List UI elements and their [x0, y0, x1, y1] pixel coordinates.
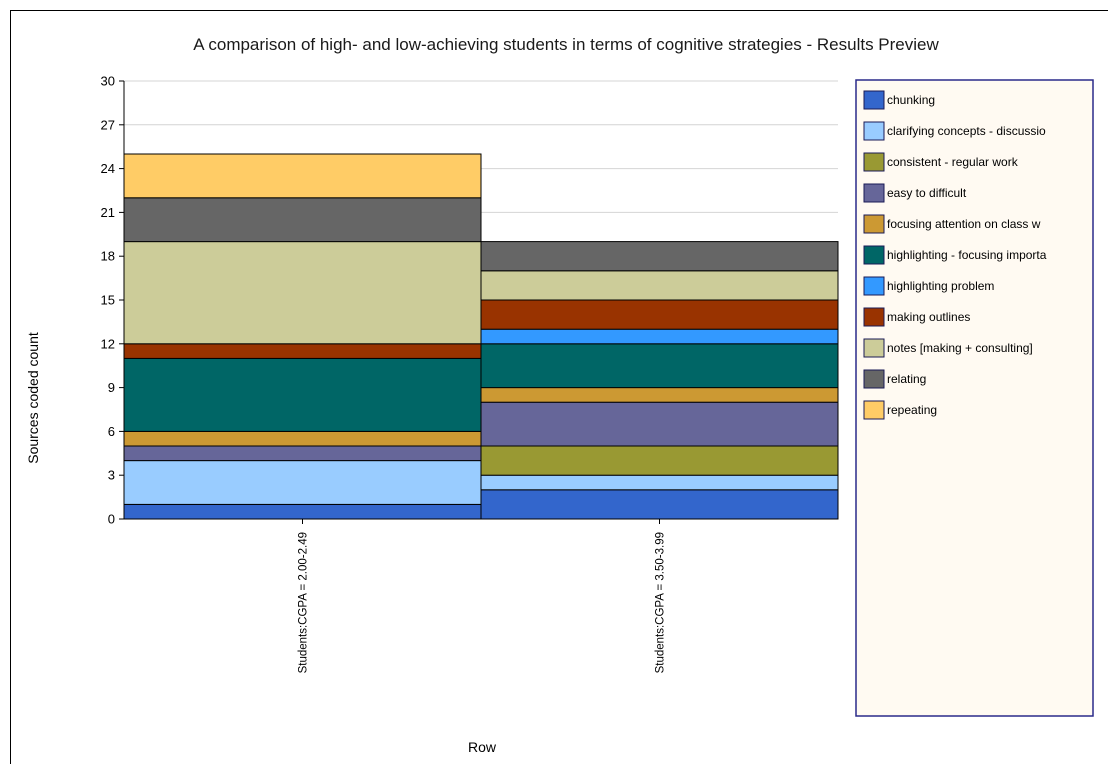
legend-label: highlighting problem [887, 279, 994, 293]
y-axis-title: Sources coded count [25, 332, 41, 464]
bar-segment [123, 445, 482, 462]
x-axis-title: Row [468, 739, 497, 755]
y-tick-label: 30 [101, 74, 115, 89]
bar-segment [123, 343, 482, 359]
y-tick-label: 15 [101, 293, 115, 308]
legend-label: highlighting - focusing importa [887, 248, 1047, 262]
bar-segment [480, 474, 839, 491]
legend: chunking clarifying concepts - discussio c… [855, 79, 1094, 717]
category-label: Students:CGPA = 2.00-2.49 [298, 532, 310, 673]
bar-segment [123, 503, 482, 520]
legend-label: making outlines [887, 310, 970, 324]
legend-label: repeating [887, 403, 937, 417]
bar-segment [123, 153, 482, 199]
chart-title: A comparison of high- and low-achieving … [193, 35, 939, 54]
y-tick-label: 3 [108, 468, 115, 483]
bar-segment [480, 241, 839, 272]
y-tick-label: 18 [101, 249, 115, 264]
bar-segment [480, 343, 839, 389]
y-tick-label: 6 [108, 424, 115, 439]
legend-swatch [863, 369, 885, 389]
bar-segment [480, 489, 839, 520]
bar-segment [480, 328, 839, 345]
bar-segment [123, 430, 482, 447]
y-tick-label: 0 [108, 512, 115, 527]
axes: 0 3 6 9 12 15 18 21 24 27 30 Students:CGPA = 2.00-2… [101, 74, 838, 673]
bar-segment [123, 241, 482, 345]
legend-swatch [863, 152, 885, 172]
y-tick-label: 27 [101, 117, 115, 132]
bar-segment [123, 357, 482, 432]
y-tick-label: 24 [101, 161, 115, 176]
bars [123, 153, 839, 520]
y-tick-label: 12 [101, 336, 115, 351]
legend-swatch [863, 90, 885, 110]
legend-swatch [863, 276, 885, 296]
legend-swatch [863, 121, 885, 141]
bar-segment [480, 445, 839, 476]
legend-swatch [863, 307, 885, 327]
legend-swatch [863, 400, 885, 420]
y-tick-label: 9 [108, 380, 115, 395]
legend-swatch [863, 245, 885, 265]
legend-label: focusing attention on class w [887, 217, 1041, 231]
bar-segment [480, 299, 839, 330]
bar-segment [123, 197, 482, 243]
bar-segment [480, 270, 839, 301]
legend-label: clarifying concepts - discussio [887, 124, 1046, 138]
legend-label: relating [887, 372, 926, 386]
legend-label: consistent - regular work [887, 155, 1019, 169]
category-label: Students:CGPA = 3.50-3.99 [655, 532, 667, 673]
bar-segment [123, 460, 482, 505]
legend-label: notes [making + consulting] [887, 341, 1033, 355]
y-tick-label: 21 [101, 205, 115, 220]
bar-segment [480, 401, 839, 447]
legend-swatch [863, 214, 885, 234]
legend-label: easy to difficult [887, 186, 967, 200]
legend-label: chunking [887, 93, 935, 107]
legend-swatch [863, 338, 885, 358]
bar-segment [480, 387, 839, 403]
legend-box [855, 79, 1094, 717]
legend-swatch [863, 183, 885, 203]
